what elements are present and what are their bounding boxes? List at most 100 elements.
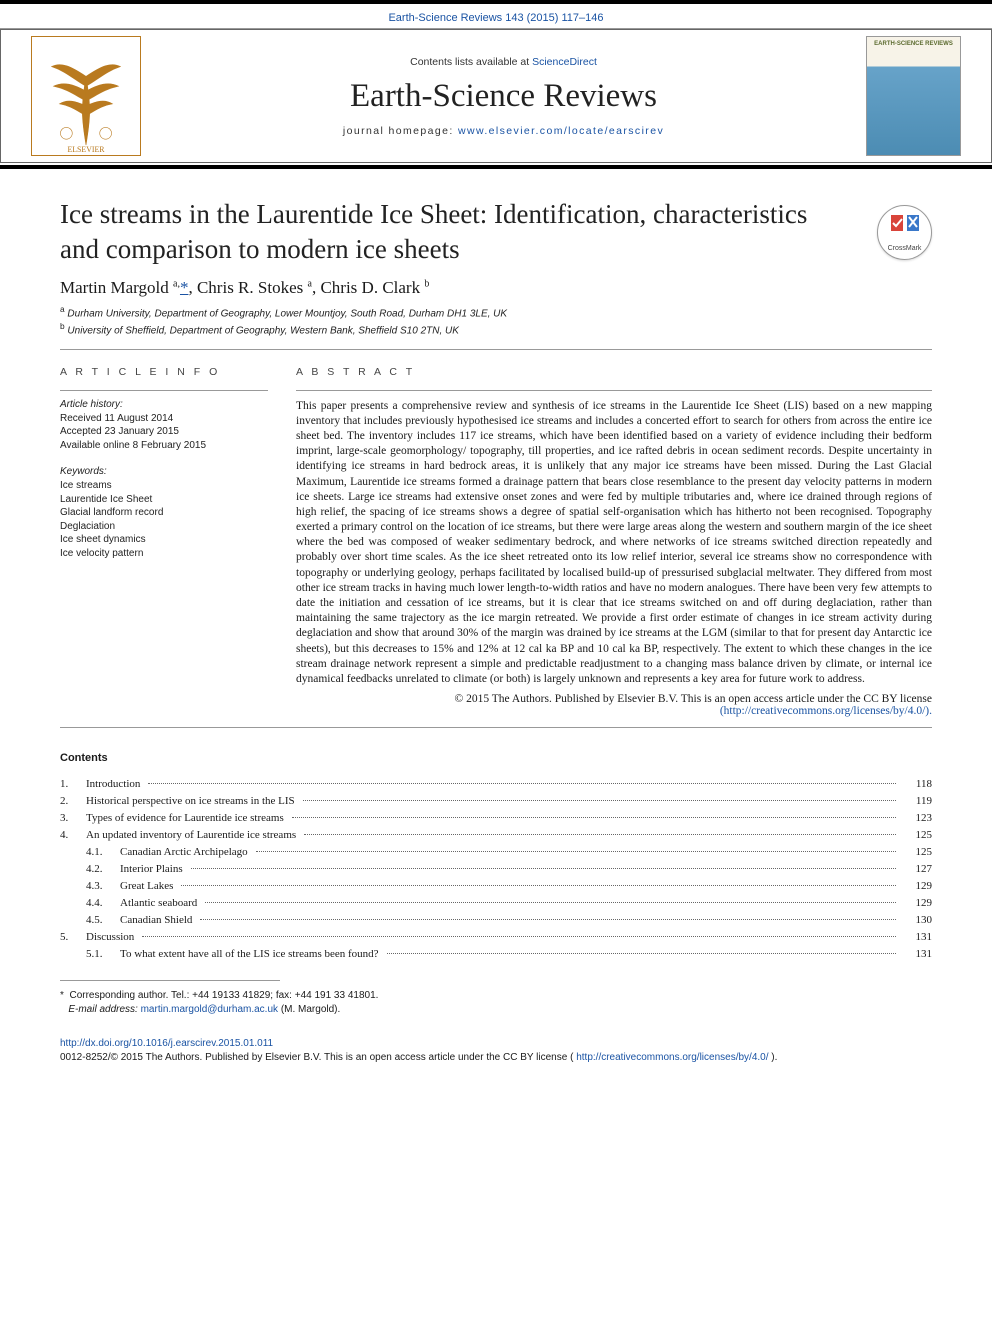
toc-number: 4.5. xyxy=(86,912,120,929)
corr-email-link[interactable]: martin.margold@durham.ac.uk xyxy=(141,1004,278,1015)
toc-number: 2. xyxy=(60,793,86,810)
corr-email-label: E-mail address: xyxy=(68,1004,140,1015)
journal-homepage-link[interactable]: www.elsevier.com/locate/earscirev xyxy=(458,125,664,137)
toc-leader xyxy=(148,783,896,784)
crossmark-badge[interactable]: CrossMark xyxy=(877,205,932,260)
crossmark-icon xyxy=(885,213,925,243)
masthead: ELSEVIER Contents lists available at Sci… xyxy=(0,29,992,163)
cc-footer-link[interactable]: http://creativecommons.org/licenses/by/4… xyxy=(576,1052,768,1063)
issn-close: ). xyxy=(771,1052,777,1063)
toc-page: 119 xyxy=(900,793,932,810)
toc-leader xyxy=(256,851,896,852)
keyword: Deglaciation xyxy=(60,520,268,534)
toc-row[interactable]: 5.1.To what extent have all of the LIS i… xyxy=(60,946,932,963)
copyright-text: © 2015 The Authors. Published by Elsevie… xyxy=(454,693,932,705)
toc-label: An updated inventory of Laurentide ice s… xyxy=(86,827,300,844)
toc-row[interactable]: 1.Introduction118 xyxy=(60,776,932,793)
keywords-list: Ice streamsLaurentide Ice SheetGlacial l… xyxy=(60,479,268,560)
journal-reference-bar: Earth-Science Reviews 143 (2015) 117–146 xyxy=(0,4,992,28)
toc-row[interactable]: 4.An updated inventory of Laurentide ice… xyxy=(60,827,932,844)
toc-row[interactable]: 4.5.Canadian Shield 130 xyxy=(60,912,932,929)
toc-number: 1. xyxy=(60,776,86,793)
toc-number: 4.1. xyxy=(86,844,120,861)
contents-available-line: Contents lists available at ScienceDirec… xyxy=(141,56,866,68)
copyright-block: © 2015 The Authors. Published by Elsevie… xyxy=(296,693,932,717)
homepage-label: journal homepage: xyxy=(343,125,458,137)
toc-page: 125 xyxy=(900,827,932,844)
abstract-heading: A B S T R A C T xyxy=(296,366,932,378)
affiliation: b University of Sheffield, Department of… xyxy=(60,321,932,338)
history-line: Available online 8 February 2015 xyxy=(60,439,268,453)
abstract-column: A B S T R A C T This paper presents a co… xyxy=(296,366,932,717)
divider xyxy=(60,727,932,728)
toc-label: Canadian Arctic Archipelago xyxy=(120,844,252,861)
history-line: Received 11 August 2014 xyxy=(60,412,268,426)
article-title: Ice streams in the Laurentide Ice Sheet:… xyxy=(60,197,850,266)
corr-author-suffix: (M. Margold). xyxy=(281,1004,340,1015)
toc-label: To what extent have all of the LIS ice s… xyxy=(120,946,383,963)
doi-block: http://dx.doi.org/10.1016/j.earscirev.20… xyxy=(60,1037,932,1065)
toc-page: 130 xyxy=(900,912,932,929)
toc-number: 5.1. xyxy=(86,946,120,963)
toc-page: 123 xyxy=(900,810,932,827)
masthead-center: Contents lists available at ScienceDirec… xyxy=(141,56,866,137)
toc-leader xyxy=(142,936,896,937)
toc-row[interactable]: 4.3.Great Lakes129 xyxy=(60,878,932,895)
article-history-lines: Received 11 August 2014Accepted 23 Janua… xyxy=(60,412,268,453)
abstract-text: This paper presents a comprehensive revi… xyxy=(296,399,932,687)
table-of-contents: Contents 1.Introduction1182.Historical p… xyxy=(0,752,992,964)
keyword: Laurentide Ice Sheet xyxy=(60,493,268,507)
toc-page: 131 xyxy=(900,929,932,946)
affiliation: a Durham University, Department of Geogr… xyxy=(60,304,932,321)
author-list: Martin Margold a,*, Chris R. Stokes a, C… xyxy=(60,278,932,298)
toc-leader xyxy=(200,919,896,920)
toc-rows: 1.Introduction1182.Historical perspectiv… xyxy=(60,776,932,964)
doi-link[interactable]: http://dx.doi.org/10.1016/j.earscirev.20… xyxy=(60,1038,273,1049)
toc-row[interactable]: 5.Discussion131 xyxy=(60,929,932,946)
toc-heading: Contents xyxy=(60,752,932,764)
keyword: Ice velocity pattern xyxy=(60,547,268,561)
toc-number: 3. xyxy=(60,810,86,827)
crossmark-label: CrossMark xyxy=(885,245,925,252)
toc-number: 4.4. xyxy=(86,895,120,912)
toc-leader xyxy=(303,800,896,801)
toc-leader xyxy=(292,817,896,818)
cc-license-link[interactable]: (http://creativecommons.org/licenses/by/… xyxy=(720,705,932,717)
toc-page: 118 xyxy=(900,776,932,793)
toc-label: Atlantic seaboard xyxy=(120,895,201,912)
article-info-heading: A R T I C L E I N F O xyxy=(60,366,268,378)
toc-label: Interior Plains xyxy=(120,861,187,878)
toc-label: Historical perspective on ice streams in… xyxy=(86,793,299,810)
journal-cover-thumbnail: EARTH-SCIENCE REVIEWS xyxy=(866,36,961,156)
toc-leader xyxy=(387,953,896,954)
toc-leader xyxy=(181,885,896,886)
keywords-heading: Keywords: xyxy=(60,466,268,477)
footer-block: * Corresponding author. Tel.: +44 19133 … xyxy=(0,964,992,1079)
svg-text:ELSEVIER: ELSEVIER xyxy=(67,145,105,154)
divider xyxy=(60,349,932,350)
toc-row[interactable]: 4.4.Atlantic seaboard129 xyxy=(60,895,932,912)
toc-row[interactable]: 4.1.Canadian Arctic Archipelago125 xyxy=(60,844,932,861)
corr-star: * xyxy=(60,990,64,1001)
toc-leader xyxy=(205,902,896,903)
sciencedirect-link[interactable]: ScienceDirect xyxy=(532,56,597,68)
keyword: Glacial landform record xyxy=(60,506,268,520)
toc-leader xyxy=(304,834,896,835)
journal-title: Earth-Science Reviews xyxy=(141,78,866,115)
toc-label: Canadian Shield xyxy=(120,912,196,929)
contents-available-text: Contents lists available at xyxy=(410,56,532,68)
corr-line: Corresponding author. Tel.: +44 19133 41… xyxy=(69,990,378,1001)
journal-reference-link[interactable]: Earth-Science Reviews 143 (2015) 117–146 xyxy=(388,12,603,24)
toc-label: Types of evidence for Laurentide ice str… xyxy=(86,810,288,827)
article-header: CrossMark Ice streams in the Laurentide … xyxy=(0,169,992,728)
toc-row[interactable]: 2.Historical perspective on ice streams … xyxy=(60,793,932,810)
affiliation-list: a Durham University, Department of Geogr… xyxy=(60,304,932,339)
toc-row[interactable]: 3.Types of evidence for Laurentide ice s… xyxy=(60,810,932,827)
toc-number: 4.3. xyxy=(86,878,120,895)
issn-line: 0012-8252/© 2015 The Authors. Published … xyxy=(60,1052,573,1063)
journal-cover-title: EARTH-SCIENCE REVIEWS xyxy=(867,41,960,47)
toc-page: 129 xyxy=(900,878,932,895)
history-line: Accepted 23 January 2015 xyxy=(60,425,268,439)
article-info-column: A R T I C L E I N F O Article history: R… xyxy=(60,366,268,717)
toc-row[interactable]: 4.2.Interior Plains127 xyxy=(60,861,932,878)
